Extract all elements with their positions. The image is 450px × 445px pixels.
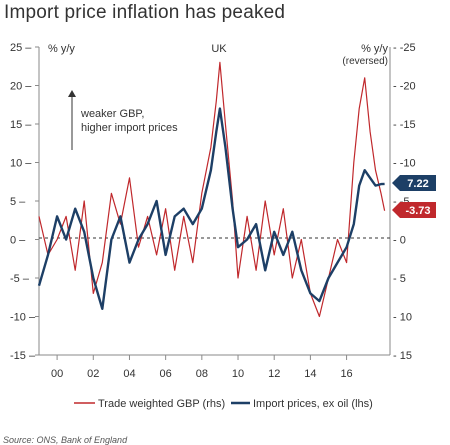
- up-arrow-icon: [68, 90, 76, 97]
- region-label: UK: [211, 43, 227, 55]
- left-tick-labels: 25 – 20 – 15 – 10 – 5 – 0 – -5 – -10 – -15 –: [10, 42, 39, 362]
- left-tick-label: -5 –: [10, 273, 30, 285]
- x-tick-label: 10: [232, 368, 244, 380]
- right-tick-label: - -20: [393, 81, 416, 93]
- x-tick-label: 08: [196, 368, 208, 380]
- chart: % y/y % y/y (reversed) UK weaker GBP, hi…: [10, 42, 436, 410]
- import-end-badge: 7.22: [392, 175, 436, 191]
- gbp-end-badge: -3.73: [392, 202, 436, 218]
- right-axis-reversed-label: (reversed): [342, 56, 388, 67]
- x-tick-label: 02: [87, 368, 99, 380]
- left-tick-label: -15 –: [10, 350, 36, 362]
- right-tick-label: - 0: [393, 235, 406, 247]
- x-tick-label: 00: [51, 368, 63, 380]
- chart-title: Import price inflation has peaked: [4, 2, 286, 23]
- left-tick-label: 25 –: [10, 42, 32, 54]
- left-tick-label: 10 –: [10, 158, 32, 170]
- right-tick-label: - -25: [393, 42, 416, 54]
- x-tick-label: 04: [123, 368, 135, 380]
- legend-label-gbp: Trade weighted GBP (rhs): [98, 398, 225, 410]
- left-tick-label: 15 –: [10, 119, 32, 131]
- left-tick-label: 5 –: [10, 196, 26, 208]
- series-line-import-prices: [37, 107, 385, 310]
- annotation-line-2: higher import prices: [81, 122, 178, 134]
- right-tick-label: - -10: [393, 158, 416, 170]
- x-tick-label: 16: [340, 368, 352, 380]
- gbp-end-value: -3.73: [405, 205, 430, 217]
- left-tick-label: -10 –: [10, 312, 36, 324]
- right-tick-label: - -15: [393, 119, 416, 131]
- left-tick-label: 20 –: [10, 81, 32, 93]
- right-tick-label: - 5: [393, 273, 406, 285]
- right-axis-unit-label: % y/y: [361, 43, 388, 55]
- series-line-trade-weighted-gbp: [38, 61, 386, 318]
- x-tick-labels: 00 02 04 06 08 10 12 14 16: [51, 355, 353, 380]
- right-tick-label: - 15: [393, 350, 412, 362]
- left-axis-unit-label: % y/y: [48, 43, 75, 55]
- x-tick-label: 12: [268, 368, 280, 380]
- x-tick-label: 06: [160, 368, 172, 380]
- right-tick-label: - 10: [393, 312, 412, 324]
- left-tick-label: 0 –: [10, 235, 26, 247]
- x-tick-label: 14: [304, 368, 316, 380]
- legend-label-import: Import prices, ex oil (lhs): [253, 398, 373, 410]
- legend: Trade weighted GBP (rhs) Import prices, …: [74, 398, 373, 410]
- annotation-line-1: weaker GBP,: [80, 108, 144, 120]
- source-note: Source: ONS, Bank of England: [3, 435, 128, 445]
- import-end-value: 7.22: [407, 178, 428, 190]
